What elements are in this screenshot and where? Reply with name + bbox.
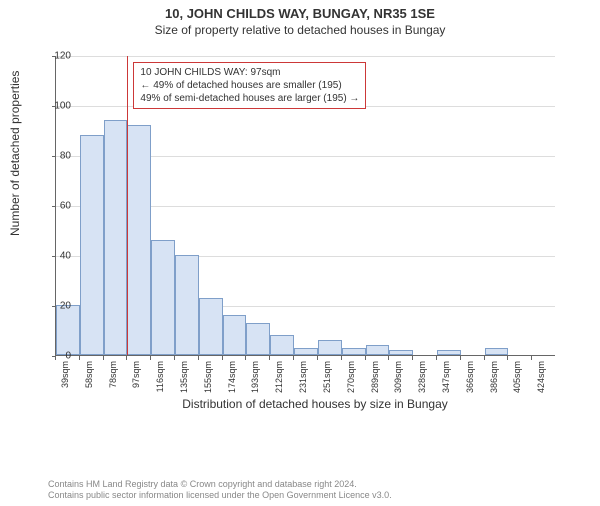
x-tick-mark	[293, 356, 294, 360]
x-tick-label: 193sqm	[250, 361, 260, 401]
x-tick-mark	[388, 356, 389, 360]
x-tick-mark	[269, 356, 270, 360]
x-tick-mark	[341, 356, 342, 360]
chart-area: 10 JOHN CHILDS WAY: 97sqm← 49% of detach…	[55, 56, 575, 431]
y-tick-label: 40	[41, 251, 71, 262]
x-tick-mark	[317, 356, 318, 360]
x-tick-mark	[198, 356, 199, 360]
histogram-bar	[223, 315, 247, 355]
histogram-bar	[485, 348, 509, 356]
x-tick-label: 386sqm	[489, 361, 499, 401]
y-tick-label: 0	[41, 351, 71, 362]
x-tick-mark	[55, 356, 56, 360]
footer-attribution: Contains HM Land Registry data © Crown c…	[48, 479, 392, 502]
annotation-box: 10 JOHN CHILDS WAY: 97sqm← 49% of detach…	[133, 62, 366, 109]
x-tick-label: 309sqm	[393, 361, 403, 401]
x-tick-label: 270sqm	[346, 361, 356, 401]
y-tick-label: 20	[41, 301, 71, 312]
x-tick-label: 135sqm	[179, 361, 189, 401]
gridline	[56, 56, 555, 57]
x-tick-label: 347sqm	[441, 361, 451, 401]
annotation-line-3: 49% of semi-detached houses are larger (…	[140, 92, 359, 105]
x-tick-mark	[150, 356, 151, 360]
x-tick-label: 289sqm	[370, 361, 380, 401]
x-tick-label: 328sqm	[417, 361, 427, 401]
histogram-bar	[104, 120, 128, 355]
x-tick-mark	[222, 356, 223, 360]
histogram-bar	[175, 255, 199, 355]
y-tick-label: 80	[41, 151, 71, 162]
x-tick-label: 212sqm	[274, 361, 284, 401]
footer-line-1: Contains HM Land Registry data © Crown c…	[48, 479, 392, 491]
x-tick-mark	[484, 356, 485, 360]
histogram-bar	[437, 350, 461, 355]
x-tick-label: 405sqm	[512, 361, 522, 401]
y-axis-label: Number of detached properties	[8, 71, 22, 236]
x-tick-mark	[126, 356, 127, 360]
x-tick-label: 251sqm	[322, 361, 332, 401]
histogram-bar	[389, 350, 413, 355]
histogram-bar	[199, 298, 223, 356]
x-tick-label: 366sqm	[465, 361, 475, 401]
x-tick-label: 97sqm	[131, 361, 141, 401]
x-tick-mark	[365, 356, 366, 360]
x-tick-label: 155sqm	[203, 361, 213, 401]
y-tick-label: 60	[41, 201, 71, 212]
x-tick-mark	[460, 356, 461, 360]
footer-line-2: Contains public sector information licen…	[48, 490, 392, 502]
plot-area: 10 JOHN CHILDS WAY: 97sqm← 49% of detach…	[55, 56, 555, 356]
x-tick-mark	[436, 356, 437, 360]
x-tick-label: 78sqm	[108, 361, 118, 401]
annotation-line-2: ← 49% of detached houses are smaller (19…	[140, 79, 359, 92]
x-tick-mark	[174, 356, 175, 360]
histogram-bar	[318, 340, 342, 355]
x-tick-mark	[103, 356, 104, 360]
histogram-bar	[294, 348, 318, 356]
y-tick-label: 100	[41, 101, 71, 112]
x-tick-label: 116sqm	[155, 361, 165, 401]
x-tick-mark	[412, 356, 413, 360]
x-tick-label: 58sqm	[84, 361, 94, 401]
x-tick-mark	[79, 356, 80, 360]
x-tick-label: 231sqm	[298, 361, 308, 401]
x-tick-mark	[507, 356, 508, 360]
histogram-bar	[366, 345, 390, 355]
histogram-bar	[246, 323, 270, 356]
x-tick-label: 39sqm	[60, 361, 70, 401]
x-tick-mark	[531, 356, 532, 360]
histogram-bar	[151, 240, 175, 355]
reference-line	[127, 56, 128, 355]
annotation-line-1: 10 JOHN CHILDS WAY: 97sqm	[140, 66, 359, 79]
chart-title-main: 10, JOHN CHILDS WAY, BUNGAY, NR35 1SE	[0, 6, 600, 21]
histogram-bar	[56, 305, 80, 355]
x-tick-label: 174sqm	[227, 361, 237, 401]
y-tick-label: 120	[41, 51, 71, 62]
histogram-bar	[127, 125, 151, 355]
x-tick-mark	[245, 356, 246, 360]
x-tick-label: 424sqm	[536, 361, 546, 401]
histogram-bar	[270, 335, 294, 355]
chart-title-sub: Size of property relative to detached ho…	[0, 23, 600, 37]
histogram-bar	[342, 348, 366, 356]
histogram-bar	[80, 135, 104, 355]
